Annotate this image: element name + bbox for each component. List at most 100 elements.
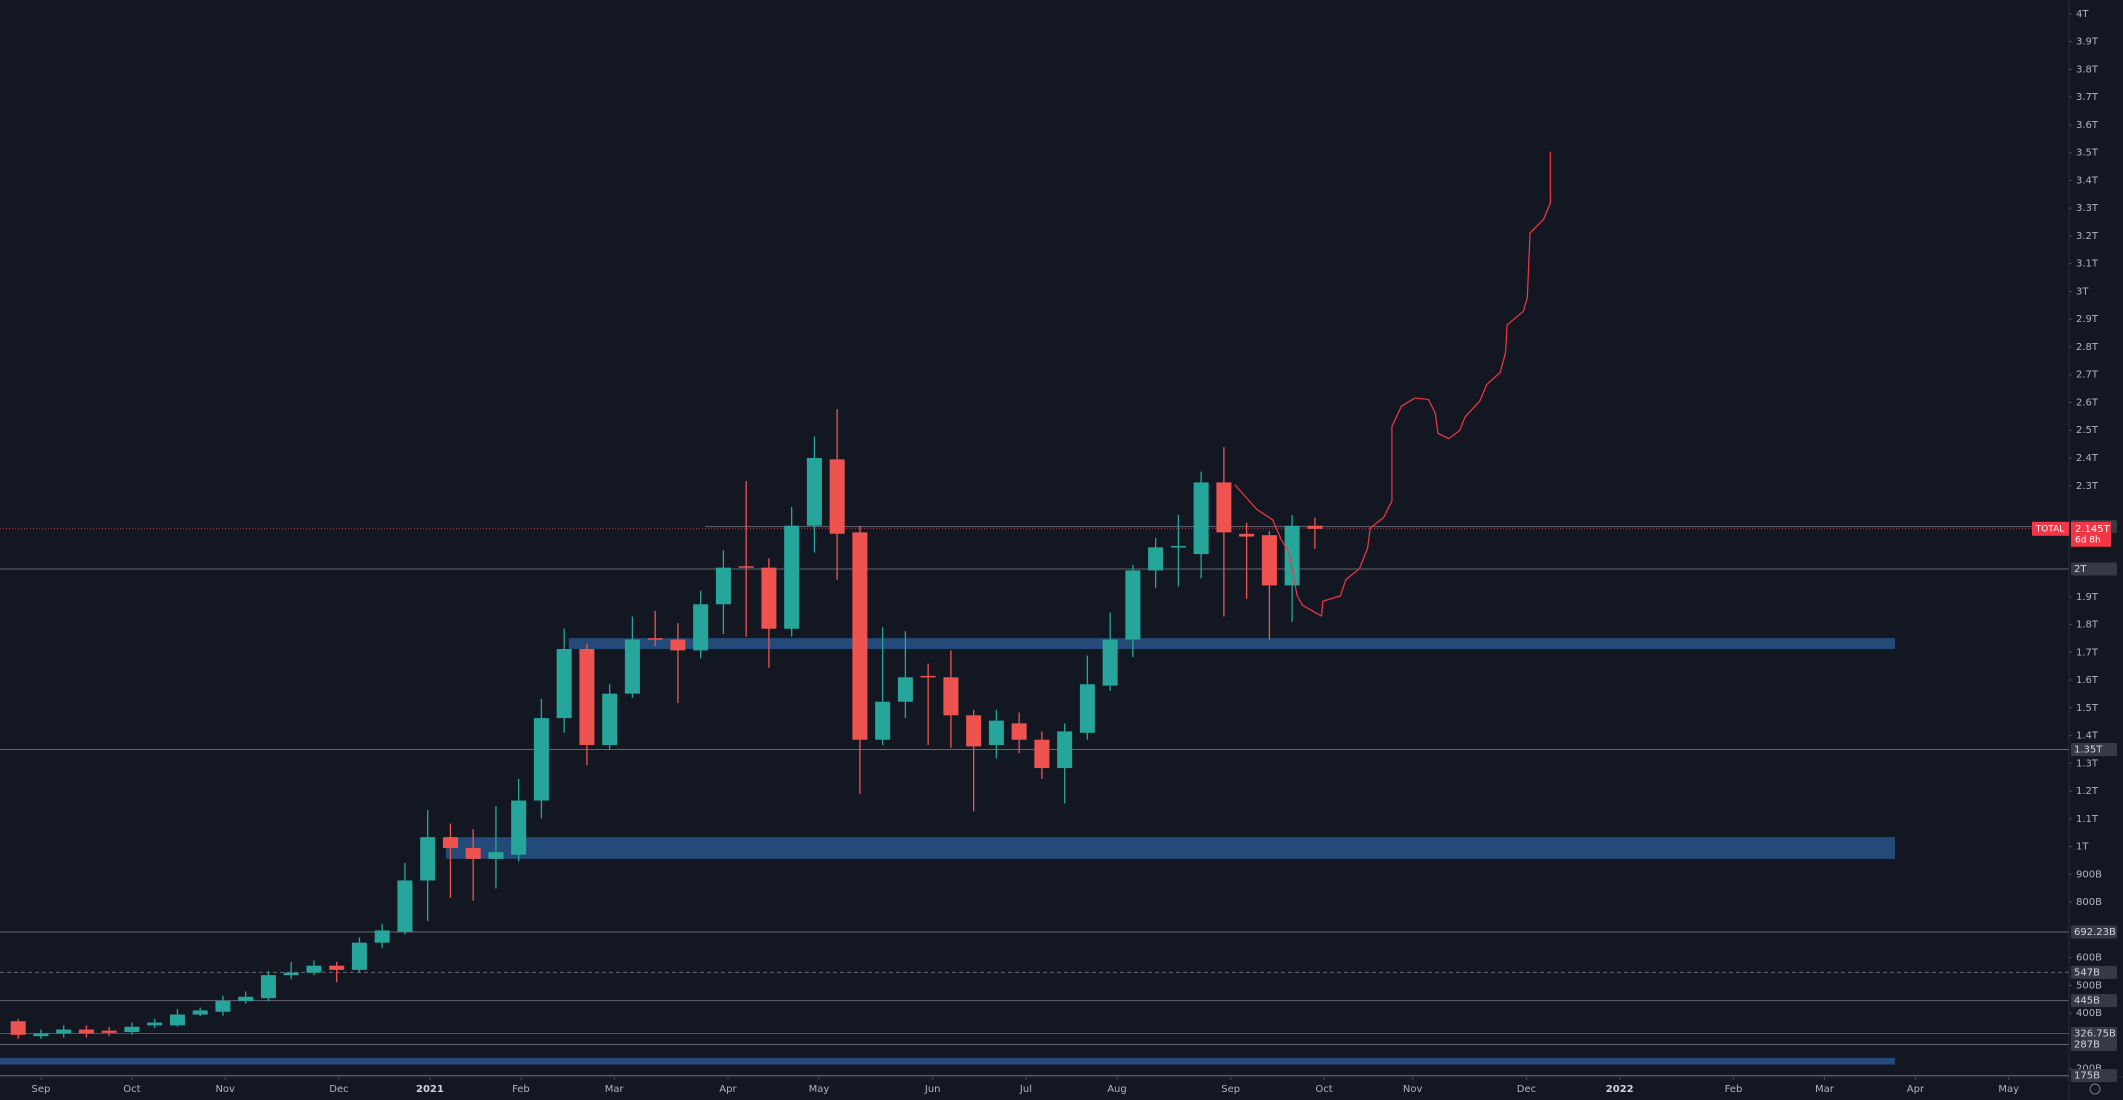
x-tick-label: 2022	[1606, 1084, 1634, 1095]
level-label: 326.75B	[2074, 1028, 2116, 1039]
level-label: 692.23B	[2074, 927, 2116, 938]
candle-body	[306, 965, 322, 973]
candle-body	[101, 1030, 117, 1033]
x-tick-label: Feb	[512, 1084, 530, 1095]
y-tick-label: 2.3T	[2076, 481, 2099, 492]
level-label-box	[2071, 994, 2117, 1008]
symbol-box	[2032, 521, 2069, 536]
y-tick-label: 3.1T	[2076, 259, 2099, 270]
candle-body	[442, 837, 458, 848]
y-tick-label: 3.6T	[2076, 120, 2099, 131]
candle-body	[192, 1010, 208, 1015]
y-tick-label: 1.1T	[2076, 814, 2099, 825]
y-tick-label: 900B	[2076, 869, 2102, 880]
candle-body	[943, 677, 959, 716]
y-tick-label: 3.5T	[2076, 148, 2099, 159]
level-label-box	[2071, 1026, 2117, 1040]
level-label-box	[2071, 742, 2117, 756]
candle-body	[715, 567, 731, 605]
candle-body	[920, 675, 936, 678]
candle-body	[897, 677, 913, 702]
axes: 4T 3.9T 3.8T 3.7T 3.6T 3.5T 3.4T 3.3T 3.2T 3.1T 3T…	[32, 9, 2117, 1095]
y-tick-label: 500B	[2076, 980, 2102, 991]
level-label-box	[2071, 1038, 2117, 1052]
candle-body	[78, 1029, 94, 1034]
plot-area	[0, 409, 2069, 1077]
x-tick-label: May	[1998, 1084, 2019, 1095]
x-tick-label: Nov	[1403, 1084, 1423, 1095]
candle-body	[966, 715, 982, 747]
candle-body	[1034, 739, 1050, 769]
level-label: 547B	[2074, 967, 2100, 978]
level-label: 175B	[2074, 1071, 2100, 1082]
candle-body	[1307, 525, 1323, 529]
y-tick-label: 3.2T	[2076, 231, 2099, 242]
last-price-label: 2.145T	[2075, 524, 2111, 535]
x-tick-label: Mar	[605, 1084, 625, 1095]
x-tick-label: Apr	[1907, 1084, 1925, 1095]
candle-body	[579, 648, 595, 746]
candle-body	[988, 720, 1004, 746]
candle-body	[852, 532, 868, 740]
candle-body	[238, 996, 254, 1001]
x-tick-label: Jun	[924, 1084, 941, 1095]
candle-body	[1079, 684, 1095, 733]
candle-body	[1284, 525, 1300, 586]
candle-body	[374, 930, 390, 943]
y-tick-label: 1.8T	[2076, 620, 2099, 631]
candle-body	[806, 458, 822, 526]
x-tick-label: Apr	[719, 1084, 737, 1095]
x-tick-label: Nov	[215, 1084, 235, 1095]
last-price-box	[2071, 521, 2111, 547]
candle-body	[533, 718, 549, 801]
x-tick-label: Oct	[123, 1084, 140, 1095]
candle-body	[1193, 482, 1209, 555]
y-tick-label: 2.9T	[2076, 314, 2099, 325]
freehand-path	[1234, 151, 1551, 617]
candle-body	[784, 525, 800, 629]
x-tick-label: Dec	[329, 1084, 348, 1095]
candle-body	[761, 567, 777, 629]
candle-body	[1239, 533, 1255, 537]
y-tick-label: 2.8T	[2076, 342, 2099, 353]
y-tick-label: 600B	[2076, 953, 2102, 964]
x-tick-label: Oct	[1315, 1084, 1332, 1095]
y-tick-label: 1.4T	[2076, 731, 2099, 742]
y-tick-label: 3.7T	[2076, 92, 2099, 103]
y-tick-label: 1.7T	[2076, 647, 2099, 658]
y-tick-label: 1.6T	[2076, 675, 2099, 686]
level-label-box	[2071, 1069, 2117, 1083]
y-tick-label: 3.9T	[2076, 37, 2099, 48]
x-tick-label: Jul	[1019, 1084, 1032, 1095]
candle-body	[1057, 731, 1073, 769]
y-tick-label: 800B	[2076, 897, 2102, 908]
candle-body	[647, 638, 663, 640]
level-label-box	[2071, 925, 2117, 939]
candle-body	[56, 1029, 72, 1034]
y-tick-label: 2.4T	[2076, 453, 2099, 464]
candle-body	[147, 1022, 163, 1026]
y-tick-label: 2.6T	[2076, 397, 2099, 408]
zone	[445, 837, 1895, 859]
y-tick-label: 1.5T	[2076, 703, 2099, 714]
candle-body	[1125, 570, 1141, 640]
candle-body	[670, 639, 686, 651]
candle-body	[1102, 639, 1118, 686]
candle-body	[511, 800, 527, 855]
y-tick-label: 3T	[2076, 286, 2089, 297]
x-tick-label: Aug	[1107, 1084, 1127, 1095]
candle-body	[260, 975, 276, 999]
y-tick-label: 1.2T	[2076, 786, 2099, 797]
candle-body	[465, 847, 481, 859]
y-tick-label: 3.4T	[2076, 175, 2099, 186]
candle-body	[420, 837, 436, 881]
candle-body	[169, 1014, 185, 1026]
y-tick-label: 2.7T	[2076, 370, 2099, 381]
candle-body	[1148, 547, 1164, 571]
settings-icon[interactable]	[2089, 1083, 2101, 1095]
y-tick-label: 1.9T	[2076, 592, 2099, 603]
candle-body	[693, 604, 709, 651]
